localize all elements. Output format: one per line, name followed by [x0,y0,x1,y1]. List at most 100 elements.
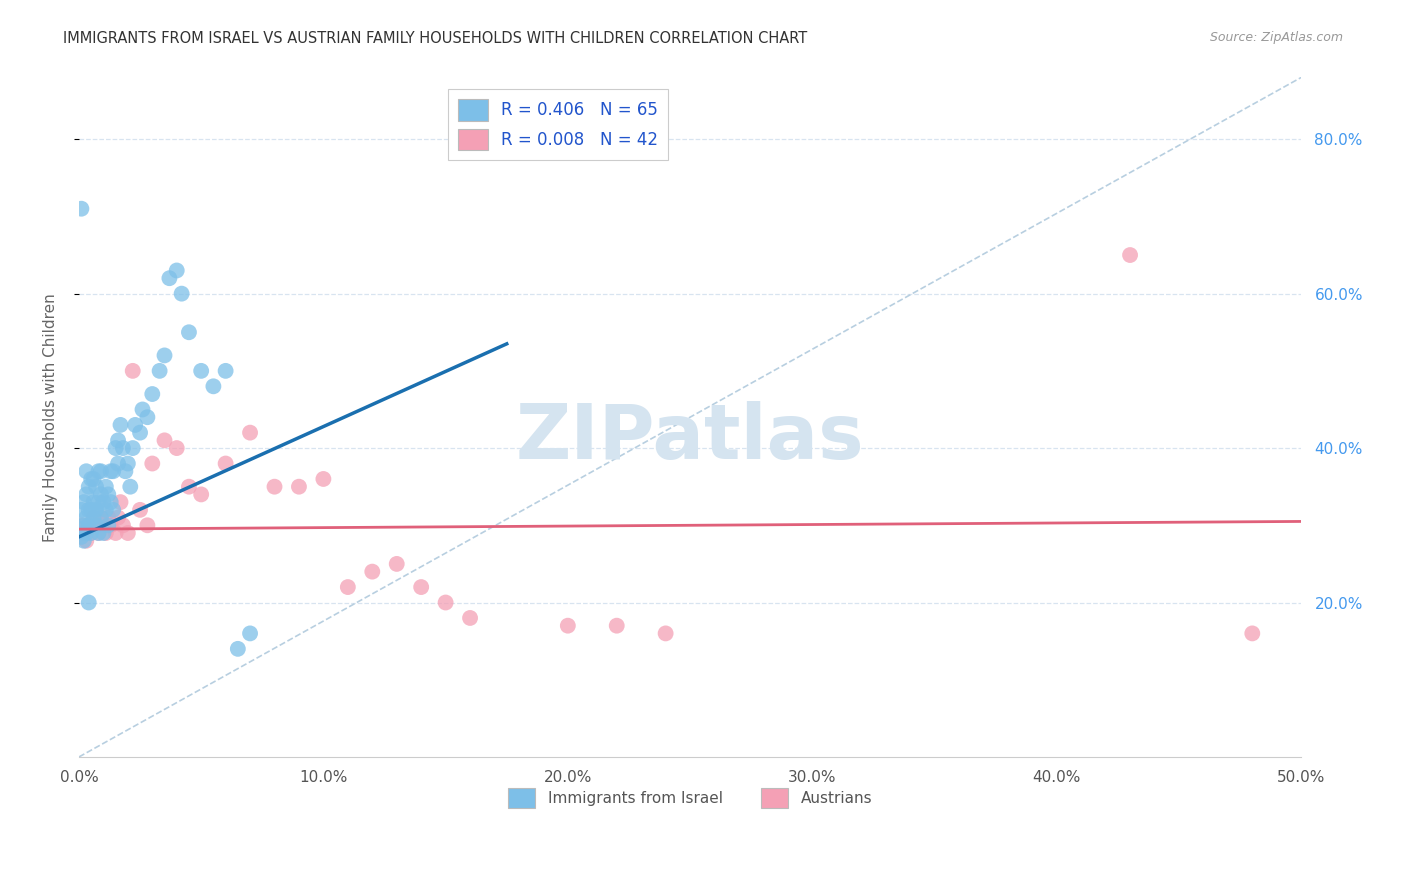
Point [80,526,103,541]
Point [190,487,212,501]
Point [80,503,103,517]
Point [94,526,117,541]
Point [70,518,93,533]
Point [75,464,97,478]
Point [104,441,127,455]
Point [654,626,676,640]
Point [77,518,100,533]
Point [84,518,107,533]
Point [114,464,136,478]
Point [190,364,212,378]
Point [141,457,163,471]
Point [77,595,100,609]
Point [107,457,129,471]
Point [214,457,236,471]
Point [101,503,124,517]
Point [90,510,112,524]
Point [100,495,122,509]
Point [75,526,97,541]
Point [73,495,96,509]
Point [70,522,93,536]
Point [73,518,96,533]
Point [129,425,152,440]
Point [557,618,579,632]
Point [1119,248,1142,262]
Point [73,526,96,541]
Point [170,286,193,301]
Point [93,526,115,541]
Point [124,417,146,432]
Point [94,503,117,517]
Point [83,472,105,486]
Point [226,641,249,656]
Text: ZIPatlas: ZIPatlas [516,401,865,475]
Point [166,263,188,277]
Point [111,518,134,533]
Point [100,518,122,533]
Point [458,611,481,625]
Point [166,441,188,455]
Point [83,510,105,524]
Y-axis label: Family Households with Children: Family Households with Children [44,293,58,541]
Point [411,580,433,594]
Point [177,480,200,494]
Point [214,364,236,378]
Point [385,557,408,571]
Point [606,618,628,632]
Point [94,480,117,494]
Point [110,495,132,509]
Point [117,526,139,541]
Point [202,379,225,393]
Point [111,441,134,455]
Point [75,487,97,501]
Point [75,533,97,548]
Point [90,487,112,501]
Point [129,503,152,517]
Point [153,434,176,448]
Point [90,510,112,524]
Point [77,480,100,494]
Point [97,487,120,501]
Point [84,518,107,533]
Point [93,518,115,533]
Point [93,495,115,509]
Point [117,457,139,471]
Point [75,510,97,524]
Point [1241,626,1264,640]
Point [263,480,285,494]
Point [149,364,172,378]
Text: Source: ZipAtlas.com: Source: ZipAtlas.com [1209,31,1343,45]
Point [80,526,103,541]
Point [97,518,120,533]
Point [84,480,107,494]
Point [100,464,122,478]
Point [239,425,262,440]
Point [77,503,100,517]
Text: IMMIGRANTS FROM ISRAEL VS AUSTRIAN FAMILY HOUSEHOLDS WITH CHILDREN CORRELATION C: IMMIGRANTS FROM ISRAEL VS AUSTRIAN FAMIL… [63,31,807,46]
Point [157,271,180,285]
Point [90,464,112,478]
Point [84,503,107,517]
Point [131,402,153,417]
Point [120,480,142,494]
Point [87,464,110,478]
Point [121,441,143,455]
Point [80,472,103,486]
Point [77,518,100,533]
Point [70,503,93,517]
Point [361,565,384,579]
Legend: Immigrants from Israel, Austrians: Immigrants from Israel, Austrians [502,782,879,814]
Point [70,202,93,216]
Point [101,464,124,478]
Point [121,364,143,378]
Point [87,495,110,509]
Point [177,325,200,339]
Point [153,348,176,362]
Point [73,533,96,548]
Point [83,510,105,524]
Point [434,595,457,609]
Point [97,510,120,524]
Point [87,526,110,541]
Point [110,417,132,432]
Point [107,510,129,524]
